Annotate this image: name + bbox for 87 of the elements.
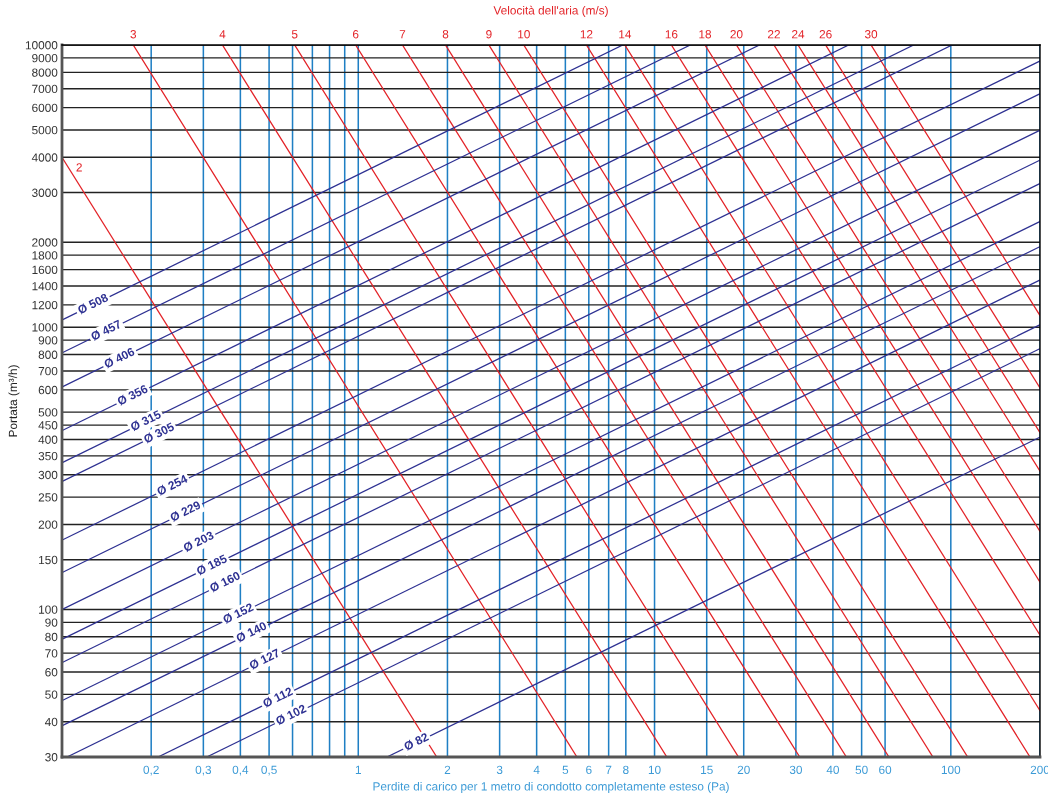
series-label: 12 [580, 30, 593, 39]
y-tick-label: 100 [39, 605, 58, 614]
text: Ø 406 [103, 346, 136, 369]
text: Ø 508 [76, 292, 109, 315]
y-tick-label: 400 [38, 435, 58, 444]
x-tick-label: 100 [941, 765, 961, 774]
y-tick-label: 900 [38, 336, 58, 345]
x-tick-label: 0,4 [232, 765, 249, 776]
series-label: 9 [486, 30, 492, 39]
y-tick-label: 1600 [32, 265, 58, 275]
y-tick-label: 700 [38, 366, 58, 376]
y-tick-label: 5000 [32, 125, 58, 135]
x-tick-label: 0,2 [143, 765, 159, 776]
series-label: 20 [730, 30, 743, 39]
y-tick-label: 300 [38, 470, 58, 480]
series-label: 8 [442, 30, 449, 39]
x-tick-label: 20 [737, 765, 750, 774]
y-tick-label: 40 [44, 717, 58, 727]
y-tick-label: 450 [38, 421, 58, 430]
y-tick-label: 10000 [25, 41, 58, 50]
series-label: 6 [352, 30, 359, 39]
y-tick-label: 70 [45, 649, 58, 658]
text: Ø 102 [274, 703, 307, 726]
series-label: 14 [619, 30, 632, 39]
x-tick-label: 50 [855, 765, 868, 774]
text: Ø 203 [182, 530, 215, 553]
y-tick-label: 1000 [32, 323, 58, 332]
text: Ø 160 [208, 570, 241, 593]
y-tick-label: 1200 [32, 300, 58, 310]
text: Ø 152 [222, 602, 255, 625]
x-axis-title: Perdite di carico per 1 metro di condotto completamente esteso (Pa) [373, 781, 729, 793]
y-tick-label: 3000 [32, 188, 58, 197]
text: Ø 356 [116, 384, 149, 406]
series-label: 26 [819, 30, 832, 39]
y-tick-label: 30 [45, 753, 58, 762]
y-tick-label: 7000 [32, 84, 58, 94]
series-label: 18 [699, 30, 712, 39]
text: Ø 82 [403, 732, 430, 752]
y-tick-label: 350 [38, 451, 58, 461]
x-tick-label: 30 [789, 765, 802, 774]
y-tick-label: 9000 [32, 53, 58, 63]
series-label: 3 [130, 30, 137, 39]
x-tick-label: 7 [605, 765, 612, 774]
x-tick-label: 0,5 [261, 765, 277, 776]
y-tick-label: 600 [38, 385, 58, 395]
text: Ø 229 [169, 500, 202, 523]
x-tick-label: 4 [533, 765, 540, 774]
x-tick-label: 8 [623, 765, 629, 774]
series-label: 30 [864, 30, 878, 39]
chart-title: Velocità dell'aria (m/s) [493, 5, 608, 17]
text: Ø 457 [90, 319, 122, 342]
x-tick-label: 10 [648, 765, 661, 774]
x-tick-label: 1 [355, 765, 361, 774]
y-tick-label: 1800 [32, 251, 58, 260]
series-label: 4 [219, 30, 226, 39]
series-label: 22 [768, 30, 780, 39]
x-tick-label: 0,3 [195, 765, 212, 776]
y-tick-label: 90 [45, 618, 58, 627]
series-label: 24 [792, 30, 805, 39]
x-tick-label: 3 [496, 765, 503, 774]
y-tick-label: 50 [45, 690, 58, 699]
y-tick-label: 2000 [32, 238, 58, 247]
y-tick-label: 8000 [32, 68, 58, 77]
x-tick-label: 60 [879, 765, 892, 774]
series-label: 16 [665, 30, 678, 39]
x-tick-label: 40 [826, 765, 840, 774]
y-tick-label: 6000 [32, 103, 58, 112]
y-tick-label: 150 [39, 555, 58, 565]
y-tick-label: 60 [45, 668, 58, 677]
x-tick-label: 15 [701, 765, 713, 774]
y-tick-label: 80 [45, 632, 58, 642]
text: Ø 127 [248, 648, 281, 670]
series-label: 10 [518, 30, 530, 39]
y-axis-title: Portata (m³/h) [8, 365, 20, 437]
series-label: 5 [291, 30, 298, 39]
x-tick-label: 2 [444, 765, 451, 774]
y-tick-label: 1400 [32, 282, 58, 291]
y-tick-label: 200 [38, 520, 58, 529]
x-tick-label: 6 [586, 765, 592, 774]
y-tick-label: 800 [38, 350, 58, 359]
x-tick-label: 5 [562, 765, 569, 774]
y-tick-label: 4000 [31, 153, 58, 162]
text: Ø 254 [156, 474, 189, 496]
series-label: 2 [76, 163, 82, 172]
y-tick-label: 500 [38, 408, 58, 417]
y-tick-label: 250 [38, 493, 58, 502]
series-label: 7 [399, 30, 406, 39]
